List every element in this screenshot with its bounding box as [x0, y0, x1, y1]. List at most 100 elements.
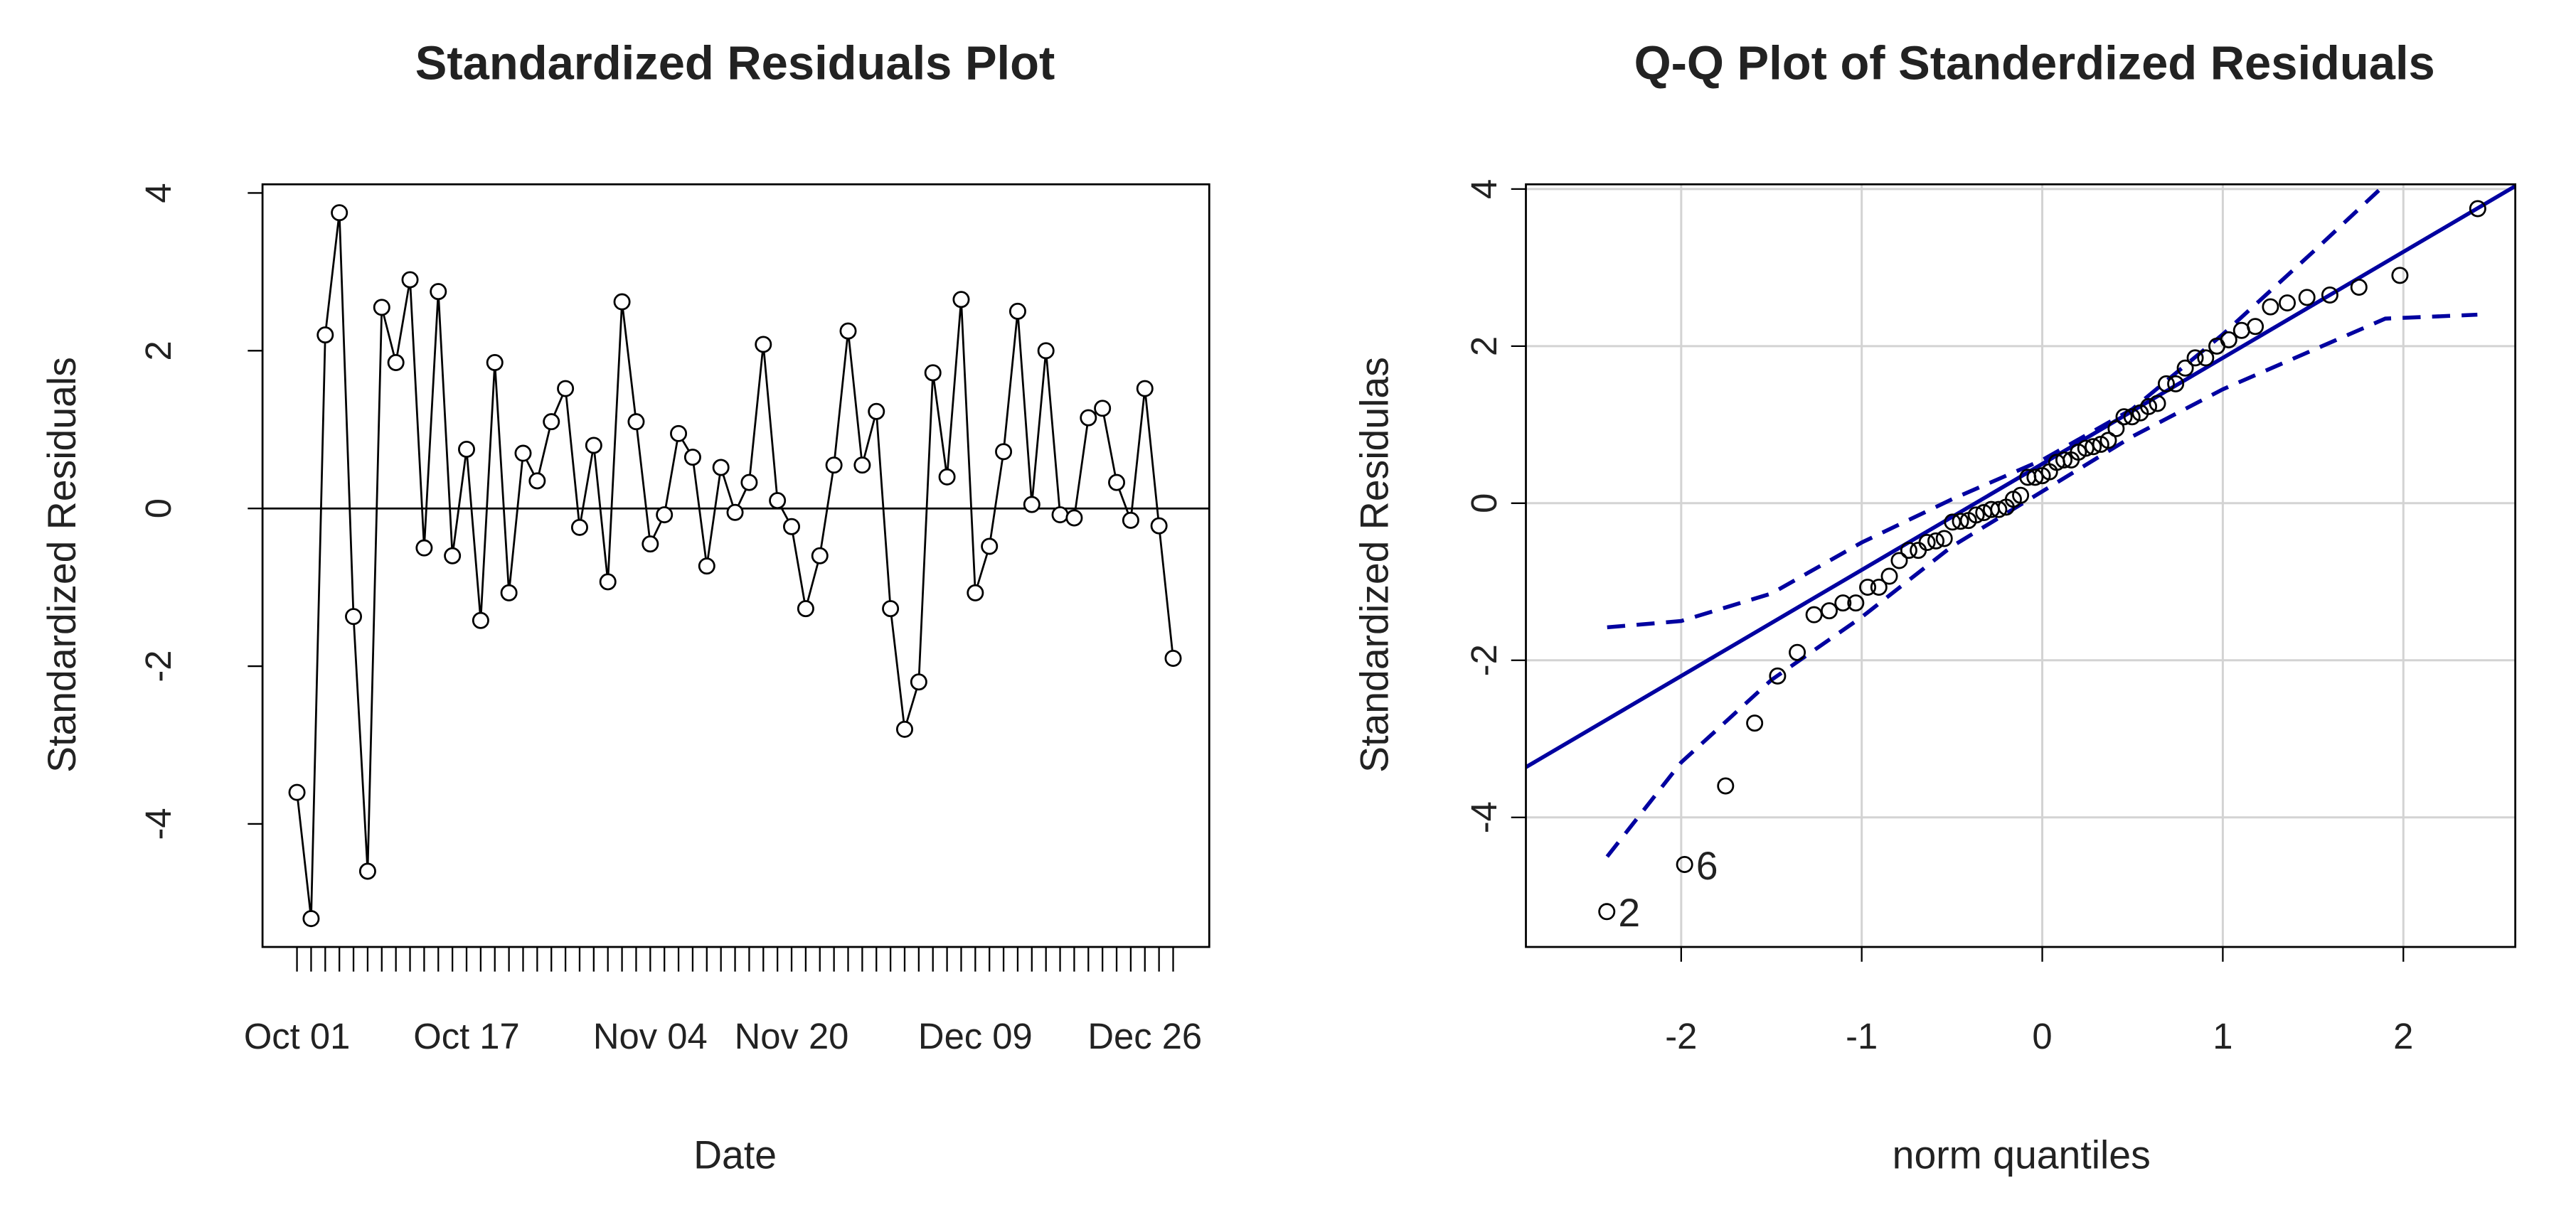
y-tick-label: -4 — [138, 808, 179, 840]
data-point — [1769, 667, 1787, 685]
x-tick-label: Dec 09 — [918, 1016, 1033, 1056]
x-tick-label: Nov 20 — [735, 1016, 849, 1056]
data-point — [2391, 267, 2409, 284]
y-tick-label: 4 — [1464, 179, 1504, 199]
data-point — [2247, 318, 2264, 336]
data-point — [2012, 486, 2030, 504]
data-point — [1789, 643, 1806, 661]
data-point — [358, 862, 376, 880]
data-point — [825, 456, 843, 474]
point-label: 2 — [1618, 891, 1640, 935]
data-point — [670, 424, 688, 442]
data-point — [853, 456, 871, 474]
data-point — [811, 547, 829, 564]
x-tick-label: Nov 04 — [593, 1016, 708, 1056]
y-tick-label: 2 — [138, 341, 179, 360]
data-point — [302, 910, 320, 928]
data-point — [839, 322, 857, 340]
data-point — [1990, 500, 2008, 518]
data-point — [1967, 506, 1985, 524]
x-tick-label: Oct 01 — [244, 1016, 351, 1056]
point-label: 6 — [1696, 844, 1718, 888]
data-point — [895, 720, 913, 738]
data-point — [1136, 380, 1154, 397]
data-point — [486, 353, 504, 371]
data-point — [401, 271, 419, 289]
data-point — [528, 472, 546, 490]
data-point — [627, 413, 645, 431]
plot-frame — [1525, 183, 2517, 948]
data-point — [1051, 506, 1069, 524]
data-point — [967, 584, 984, 601]
data-point — [543, 413, 560, 431]
data-point — [2149, 395, 2166, 412]
data-point — [2123, 408, 2141, 426]
data-point — [2055, 451, 2073, 469]
data-point — [1008, 302, 1026, 320]
x-tick-label: -1 — [1846, 1016, 1878, 1056]
data-point — [472, 611, 489, 629]
data-point — [458, 441, 476, 458]
y-tick-label: 0 — [138, 498, 179, 518]
data-point — [1952, 513, 1969, 530]
data-point — [2167, 375, 2185, 392]
confidence-envelope — [1607, 184, 2387, 630]
data-point — [373, 299, 390, 316]
data-point — [2115, 408, 2133, 426]
data-point — [910, 673, 927, 691]
data-point — [2140, 397, 2158, 415]
data-point — [726, 503, 744, 521]
data-point — [712, 459, 730, 476]
data-point — [952, 291, 970, 309]
x-tick-label: Dec 26 — [1087, 1016, 1202, 1056]
data-point — [642, 535, 659, 553]
data-point — [1805, 606, 1823, 623]
y-axis-label: Standardized Residuals — [40, 357, 84, 773]
data-point — [2321, 287, 2338, 304]
data-point — [1859, 579, 1877, 596]
x-tick-label: Oct 17 — [413, 1016, 520, 1056]
data-point — [1935, 530, 1953, 547]
data-point — [500, 584, 518, 601]
data-line — [296, 213, 1174, 919]
data-point — [1065, 509, 1083, 527]
x-tick-label: 0 — [2032, 1016, 2052, 1056]
data-point — [331, 204, 348, 222]
data-point — [1834, 594, 1852, 612]
plot-frame — [261, 183, 1210, 948]
data-point — [1820, 602, 1838, 620]
y-tick-label: 2 — [1464, 336, 1504, 356]
data-point — [1900, 542, 1917, 560]
data-point — [1870, 579, 1888, 596]
data-point — [783, 518, 801, 535]
data-point — [2157, 375, 2175, 392]
data-point — [2279, 294, 2296, 312]
data-point — [740, 473, 758, 491]
data-point — [1037, 342, 1055, 360]
data-point — [387, 353, 405, 371]
data-point — [585, 437, 602, 454]
data-point — [1094, 400, 1112, 417]
data-point — [2262, 298, 2279, 316]
x-axis-label: norm quantiles — [1893, 1133, 2151, 1177]
data-point — [613, 293, 631, 311]
y-tick-label: -2 — [1464, 644, 1504, 676]
y-tick-label: 4 — [138, 183, 179, 203]
chart-title: Standardized Residuals Plot — [415, 37, 1055, 90]
data-point — [557, 380, 575, 397]
data-point — [1890, 552, 1908, 569]
y-tick-label: -4 — [1464, 801, 1504, 833]
x-tick-label: -2 — [1665, 1016, 1697, 1056]
data-point — [2469, 200, 2486, 218]
data-point — [995, 443, 1013, 461]
data-point — [2107, 419, 2125, 437]
data-point — [1150, 517, 1168, 535]
data-point — [797, 600, 814, 618]
data-point — [2176, 359, 2194, 377]
data-point — [514, 444, 532, 462]
data-point — [1927, 532, 1945, 550]
data-point — [2298, 289, 2316, 306]
data-point — [1080, 409, 1097, 427]
